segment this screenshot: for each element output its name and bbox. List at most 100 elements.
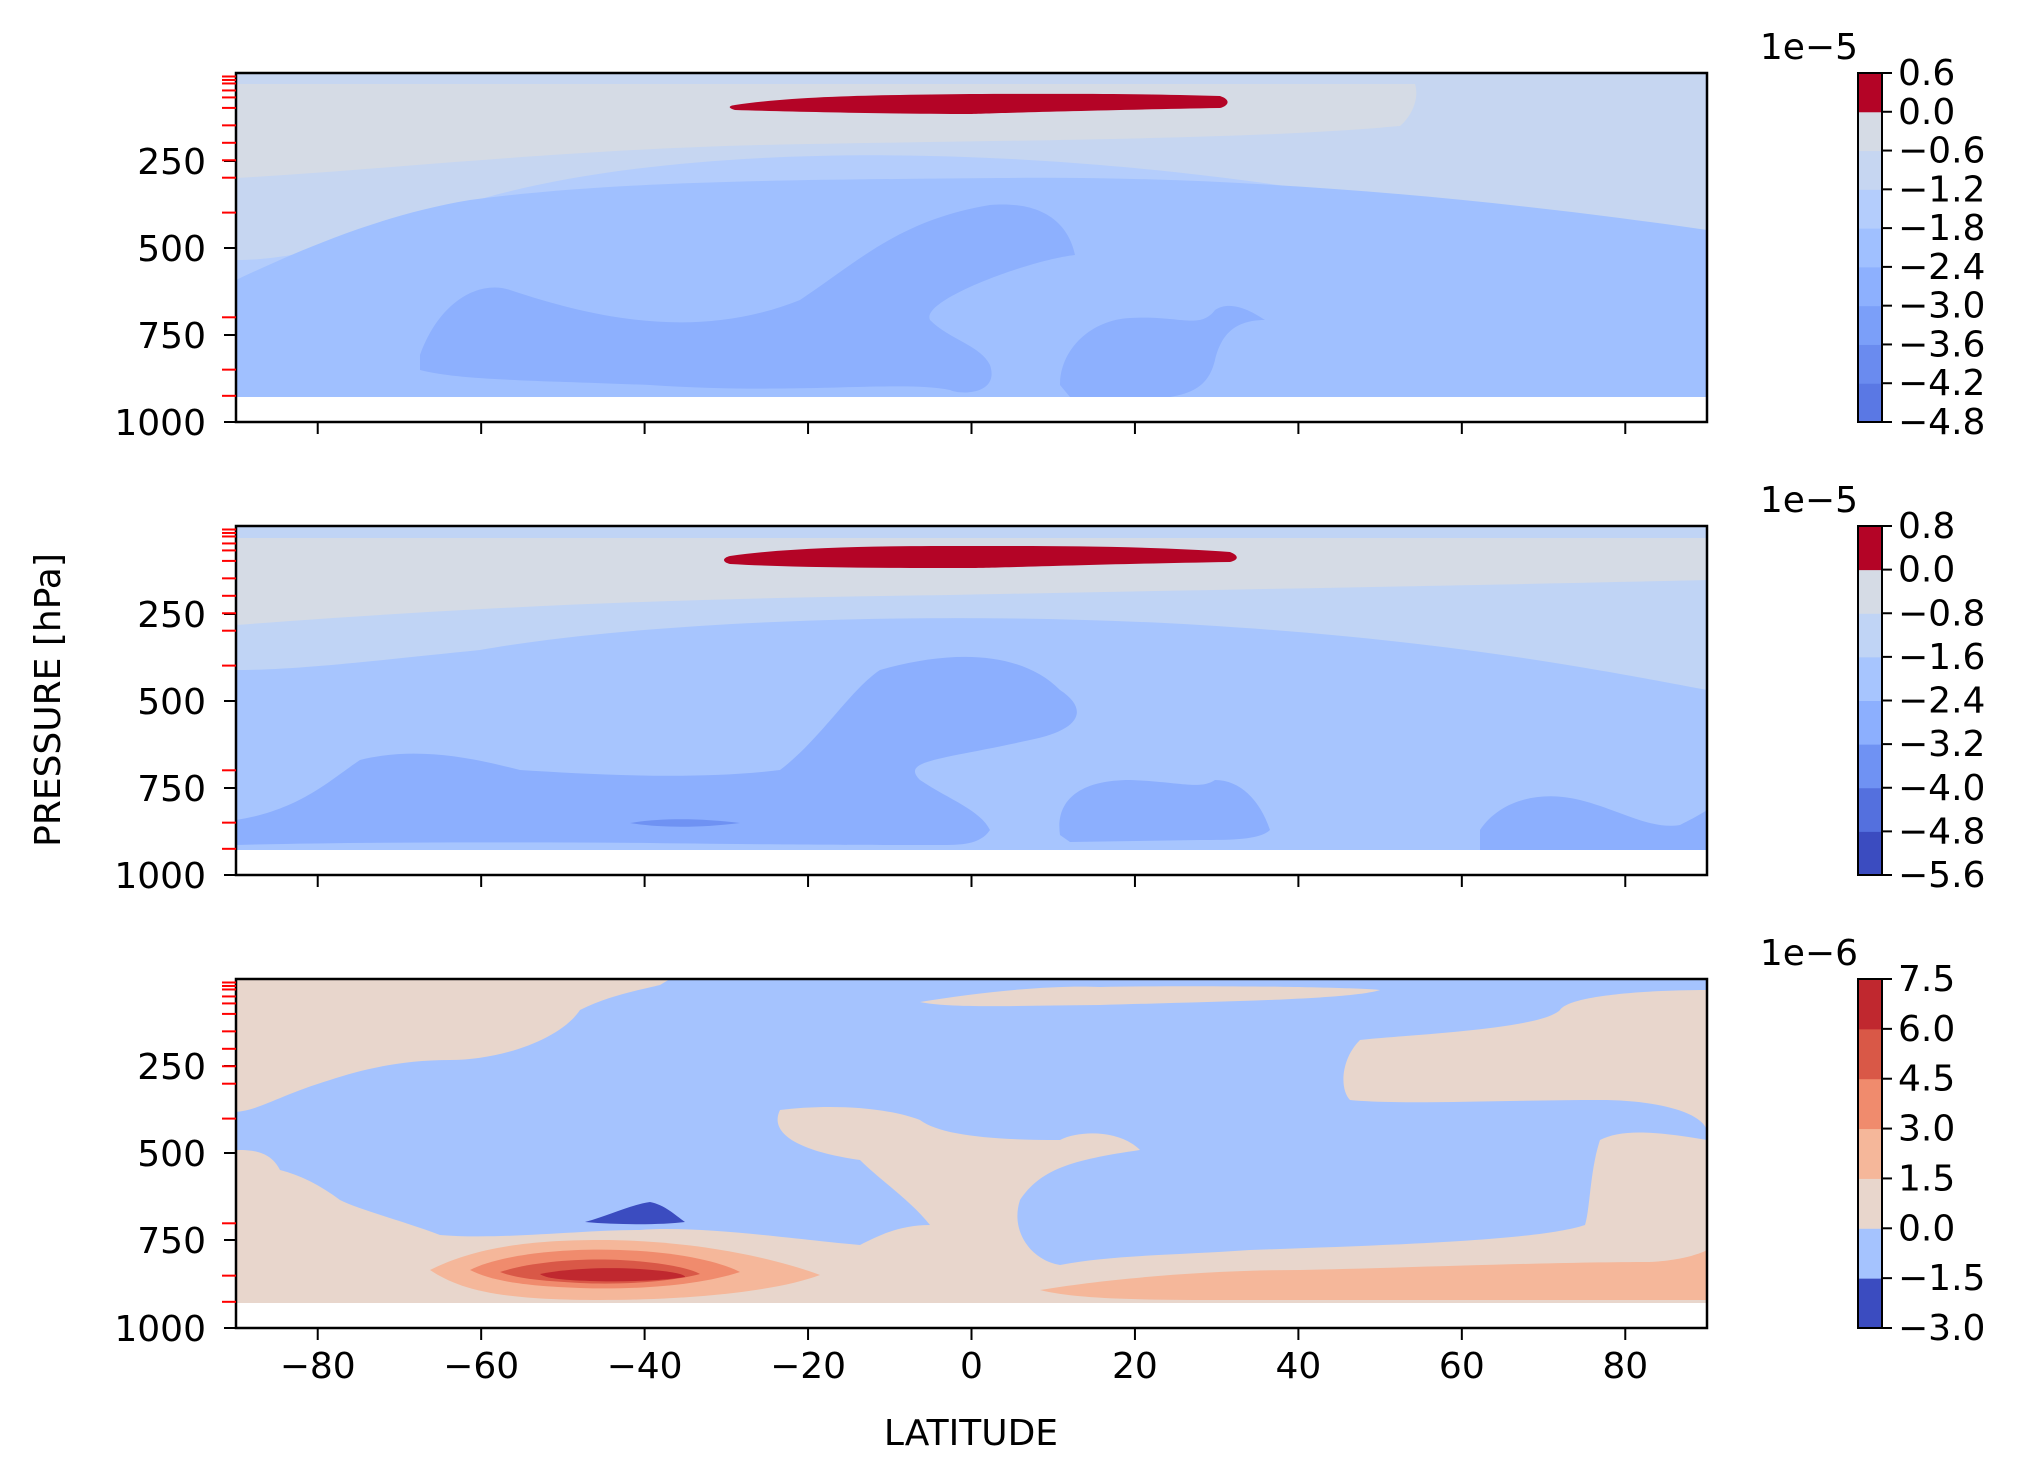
colorbar-tick-label: −4.2 — [1898, 363, 1985, 404]
colorbar-segment — [1858, 305, 1882, 345]
colorbar-segment — [1858, 344, 1882, 384]
x-axis-label: LATITUDE — [884, 1413, 1058, 1454]
panel-2-ytick-750: 750 — [137, 769, 206, 810]
colorbar-segment — [1858, 1028, 1882, 1080]
xtick-label: −20 — [770, 1346, 846, 1387]
panel-2-x-axis — [316, 875, 1627, 887]
colorbar-tick-label: −4.8 — [1898, 402, 1985, 443]
colorbar-segment — [1858, 656, 1882, 701]
panel-2-lower-band-2 — [1059, 780, 1270, 842]
panel-1-plot — [236, 73, 1707, 422]
panel-2-ytick-500: 500 — [137, 682, 206, 723]
panel-2-plot — [236, 526, 1707, 875]
colorbar-segment — [1858, 1228, 1882, 1279]
colorbar-scale-label: 1e−5 — [1760, 27, 1858, 68]
panel-1-ytick-1000: 1000 — [114, 403, 206, 444]
colorbar-tick-label: 0.0 — [1898, 550, 1955, 591]
colorbar-segment — [1858, 1178, 1882, 1229]
colorbar-segment — [1858, 700, 1882, 745]
colorbar-scale-label: 1e−5 — [1760, 480, 1858, 521]
colorbar-segment — [1858, 979, 1882, 1030]
xtick-label: 0 — [960, 1346, 983, 1387]
panel-1-y-axis: 250 500 750 1000 — [114, 142, 236, 444]
colorbar-tick-label: 4.5 — [1898, 1059, 1955, 1100]
panel-3-positive-band-2 — [1040, 1250, 1707, 1300]
colorbar-segment — [1858, 831, 1882, 876]
panel-3-top-strip — [920, 986, 1380, 1007]
colorbar-tick-label: 3.0 — [1898, 1109, 1955, 1150]
colorbar-frame — [1857, 978, 1883, 1329]
colorbar-segment — [1858, 228, 1882, 268]
xtick-label: 20 — [1112, 1346, 1158, 1387]
panel-2-top-band — [236, 538, 1707, 625]
panel-1-ytick-250: 250 — [137, 142, 206, 183]
colorbar-tick-label: 6.0 — [1898, 1009, 1955, 1050]
colorbar-segment — [1858, 1128, 1882, 1179]
colorbar-tick-label: −3.6 — [1898, 324, 1985, 365]
colorbar-segment — [1858, 383, 1882, 423]
xtick-label: −60 — [443, 1346, 519, 1387]
panel-2-lower-band-3 — [1480, 796, 1707, 850]
colorbar-segment — [1858, 613, 1882, 658]
panel-3-ytick-750: 750 — [137, 1221, 206, 1262]
colorbar-segment — [1858, 73, 1882, 113]
panel-3-ytick-500: 500 — [137, 1134, 206, 1175]
panel-2-ytick-1000: 1000 — [114, 856, 206, 897]
panel-2: 250 500 750 1000 0.80.0−0.8−1.6−2.4−3.2−… — [114, 480, 1985, 897]
panel-1: 250 500 750 1000 0.60.0−0.6−1.2−1.8−2.4−… — [114, 27, 1985, 444]
colorbar-tick-label: 0.6 — [1898, 53, 1955, 94]
colorbar-scale-label: 1e−6 — [1760, 933, 1858, 974]
colorbar-tick-label: 7.5 — [1898, 959, 1955, 1000]
colorbar-tick-label: −0.8 — [1898, 593, 1985, 634]
panel-3-plot — [236, 979, 1707, 1328]
colorbar-segment — [1858, 569, 1882, 614]
xtick-label: 80 — [1602, 1346, 1648, 1387]
panel-3-ytick-1000: 1000 — [114, 1309, 206, 1350]
colorbar-tick-label: 0.8 — [1898, 506, 1955, 547]
panel-3-ytick-250: 250 — [137, 1047, 206, 1088]
colorbar-frame — [1857, 72, 1883, 423]
panel-1-level-markers — [222, 75, 236, 397]
colorbar-segment — [1858, 111, 1882, 152]
xtick-label: −40 — [607, 1346, 683, 1387]
xtick-label: 40 — [1275, 1346, 1321, 1387]
colorbar-tick-label: −3.0 — [1898, 1308, 1985, 1349]
xtick-label: 60 — [1439, 1346, 1485, 1387]
colorbar-tick-label: −4.0 — [1898, 768, 1985, 809]
panel-3: 250 500 750 1000 −80 −60 −40 −20 0 20 40 60 80 7… — [114, 933, 1985, 1387]
colorbar-segment — [1858, 1078, 1882, 1130]
panel-2-y-axis: 250 500 750 1000 — [114, 595, 236, 897]
colorbar-tick-label: −4.8 — [1898, 811, 1985, 852]
colorbar-tick-label: −3.2 — [1898, 724, 1985, 765]
colorbar-tick-label: −2.4 — [1898, 247, 1985, 288]
colorbar-tick-label: 1.5 — [1898, 1158, 1955, 1199]
panel-3-y-axis: 250 500 750 1000 — [114, 1047, 236, 1350]
panel-3-negative-minimum — [585, 1202, 685, 1225]
panel-1-x-axis — [316, 422, 1627, 434]
colorbar-tick-label: −1.2 — [1898, 169, 1985, 210]
panel-3-positive-maximum — [540, 1268, 685, 1282]
xtick-label: −80 — [280, 1346, 356, 1387]
panel-2-level-markers — [222, 528, 236, 850]
colorbar-segment — [1858, 189, 1882, 229]
panel-2-lower-band — [236, 656, 1077, 845]
panel-1-ytick-500: 500 — [137, 229, 206, 270]
colorbar-tick-label: −0.6 — [1898, 131, 1985, 172]
colorbar-tick-label: −5.6 — [1898, 855, 1985, 896]
panel-3-negative-region — [236, 979, 1707, 1265]
colorbar-segment — [1858, 1278, 1882, 1329]
panel-2-ytick-250: 250 — [137, 595, 206, 636]
panel-1-ytick-750: 750 — [137, 316, 206, 357]
colorbar-tick-label: 0.0 — [1898, 92, 1955, 133]
panel-2-colorbar: 0.80.0−0.8−1.6−2.4−3.2−4.0−4.8−5.6 1e−5 — [1760, 480, 1986, 896]
panel-1-colorbar: 0.60.0−0.6−1.2−1.8−2.4−3.0−3.6−4.2−4.8 1e… — [1760, 27, 1986, 443]
colorbar-tick-label: −1.5 — [1898, 1258, 1985, 1299]
panel-1-positive-band — [729, 93, 1228, 114]
colorbar-segment — [1858, 526, 1882, 571]
colorbar-segment — [1858, 744, 1882, 789]
colorbar-tick-label: −2.4 — [1898, 681, 1985, 722]
colorbar-tick-label: −1.6 — [1898, 637, 1985, 678]
panel-2-positive-band — [724, 546, 1237, 568]
colorbar-segment — [1858, 787, 1882, 832]
panel-2-deep-pocket — [630, 819, 740, 827]
